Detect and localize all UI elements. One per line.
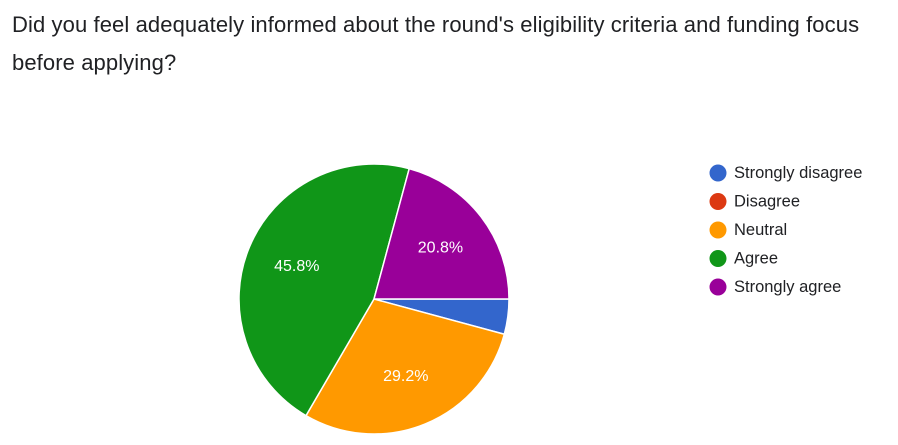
legend-swatch xyxy=(709,278,727,296)
question-title: Did you feel adequately informed about t… xyxy=(12,12,860,75)
legend-item-neutral: Neutral xyxy=(709,221,787,239)
legend-swatch xyxy=(709,221,727,239)
pie-slice-labels: 29.2% 45.8% 20.8% xyxy=(274,240,463,385)
pie-slice-strongly-agree xyxy=(373,167,510,300)
legend-item-agree: Agree xyxy=(709,250,778,268)
pie-slices xyxy=(238,163,510,435)
legend-label: Agree xyxy=(734,250,778,268)
chart-legend: Strongly disagree Disagree Neutral Agree Str… xyxy=(709,164,862,296)
legend-label: Disagree xyxy=(734,193,800,211)
legend-swatch xyxy=(709,193,727,210)
legend-label: Strongly agree xyxy=(734,278,841,296)
pie-slice-neutral xyxy=(305,298,506,435)
legend-item-strongly-disagree: Strongly disagree xyxy=(709,164,862,182)
slice-label-agree: 45.8% xyxy=(274,258,319,275)
legend-label: Neutral xyxy=(734,221,787,239)
legend-item-disagree: Disagree xyxy=(709,193,800,211)
slice-label-strongly-agree: 20.8% xyxy=(418,240,463,257)
legend-swatch xyxy=(709,250,727,267)
legend-item-strongly-agree: Strongly agree xyxy=(709,278,841,296)
legend-label: Strongly disagree xyxy=(734,164,862,182)
pie-slice-agree xyxy=(238,163,410,417)
legend-swatch xyxy=(709,164,727,182)
slice-label-neutral: 29.2% xyxy=(383,368,428,385)
